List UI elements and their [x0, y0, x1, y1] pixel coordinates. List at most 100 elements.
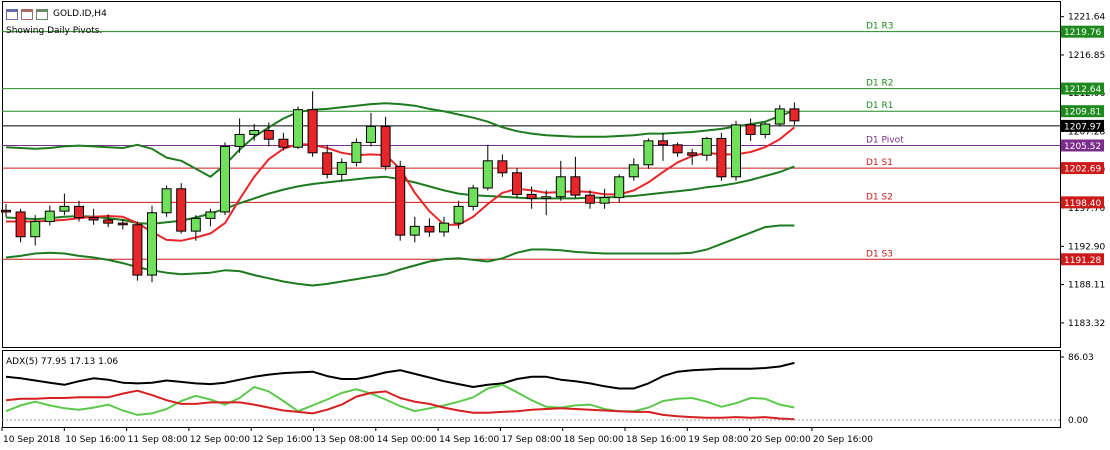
current-price-tag-label: 1207.97: [1064, 122, 1101, 132]
adx-line: [5, 361, 795, 390]
candle-body: [716, 137, 727, 178]
candle-body: [555, 176, 566, 198]
pivot-price-tag-label: 1219.76: [1064, 28, 1101, 38]
candle-body: [176, 188, 187, 232]
pivot-price-tag-label: 1209.81: [1064, 108, 1101, 118]
candle-body: [88, 217, 99, 221]
candle-body: [497, 160, 508, 174]
indicator-y-tick-label: 0.00: [1068, 416, 1088, 426]
candle-body: [293, 109, 303, 148]
y-tick-label: 1221.64: [1068, 13, 1105, 23]
candle-body: [351, 141, 362, 163]
candle-body: [760, 123, 771, 135]
pivot-price-tag: [1061, 105, 1104, 118]
pivot-price-tag: [1061, 253, 1104, 266]
candle-body: [74, 205, 84, 219]
candle-body: [658, 140, 668, 146]
candle-body: [643, 140, 654, 166]
pivot-price-tag-label: 1191.28: [1064, 256, 1101, 266]
pivot-label: D1 S3: [866, 249, 893, 259]
pivot-price-tag: [1061, 162, 1104, 175]
indicator-frame: [2, 350, 1061, 428]
candle-body: [468, 187, 479, 207]
candle-body: [103, 219, 114, 224]
chart-window-icon: [6, 8, 18, 20]
pivot-label: D1 R1: [866, 101, 894, 111]
candle-body: [482, 160, 493, 189]
candle-body: [774, 108, 785, 125]
x-tick-label: 18 Sep 16:00: [626, 435, 686, 445]
candle-body: [599, 197, 610, 204]
candle-body: [731, 124, 741, 178]
pivot-price-tag: [1061, 25, 1104, 38]
pivot-price-tag-label: 1205.52: [1064, 142, 1101, 152]
candle-body: [628, 164, 639, 178]
candle-body: [453, 205, 464, 224]
candle-body: [585, 194, 595, 204]
pivot-price-tag: [1061, 196, 1104, 209]
plus-di-line: [5, 383, 795, 416]
candle-body: [278, 138, 289, 148]
pivot-price-tag-label: 1202.69: [1064, 165, 1101, 175]
candle-body: [263, 129, 274, 140]
chart-window-icon: [21, 8, 33, 20]
pivot-label: D1 R3: [866, 22, 894, 32]
x-tick-label: 14 Sep 00:00: [377, 435, 437, 445]
x-tick-label: 20 Sep 00:00: [751, 435, 811, 445]
candle-body: [307, 109, 318, 154]
pivot-label: D1 S1: [866, 158, 893, 168]
indicator-title: ADX(5) 77.95 17.13 1.06: [6, 357, 118, 367]
candle-body: [687, 152, 698, 156]
candle-body: [745, 124, 756, 135]
minus-di-line: [5, 389, 795, 421]
pivot-label: D1 R2: [866, 79, 894, 89]
candle-body: [59, 205, 70, 212]
candle-body: [147, 212, 157, 276]
candle-body: [190, 217, 201, 232]
candle-body: [220, 145, 230, 213]
y-tick-label: 1183.32: [1068, 319, 1105, 329]
x-tick-label: 10 Sep 2018: [3, 435, 60, 445]
candle-body: [570, 176, 581, 196]
pivot-price-tag-label: 1212.64: [1064, 85, 1101, 95]
candle-body: [161, 188, 172, 214]
candle-body: [249, 129, 260, 135]
candle-body: [15, 211, 26, 238]
candle-body: [512, 172, 522, 195]
candle-body: [1, 209, 11, 213]
pivot-label: D1 Pivot: [866, 135, 904, 145]
candle-body: [395, 165, 406, 236]
pivot-info-text: Showing Daily Pivots.: [6, 26, 103, 36]
x-tick-label: 14 Sep 16:00: [439, 435, 499, 445]
pivot-price-tag: [1061, 139, 1104, 152]
main-chart-frame: [2, 1, 1061, 348]
candle-body: [789, 108, 800, 122]
pivot-label: D1 S2: [866, 192, 893, 202]
candle-body: [234, 133, 245, 147]
candle-body: [30, 221, 41, 238]
candle-body: [701, 137, 712, 156]
indicator-y-tick-label: 86.03: [1068, 353, 1094, 363]
x-tick-label: 18 Sep 00:00: [564, 435, 624, 445]
x-tick-label: 17 Sep 08:00: [501, 435, 561, 445]
candle-body: [541, 196, 552, 199]
x-tick-label: 12 Sep 16:00: [252, 435, 312, 445]
candle-body: [439, 222, 449, 233]
candle-body: [672, 144, 683, 154]
candle-body: [526, 193, 537, 199]
pivot-price-tag-label: 1198.40: [1064, 199, 1101, 209]
x-tick-label: 20 Sep 16:00: [813, 435, 873, 445]
x-tick-label: 12 Sep 00:00: [190, 435, 250, 445]
candle-body: [424, 225, 435, 233]
y-tick-label: 1216.85: [1068, 51, 1105, 61]
x-tick-label: 11 Sep 08:00: [128, 435, 188, 445]
candle-body: [366, 125, 376, 143]
candle-body: [380, 125, 391, 167]
candle-body: [322, 152, 333, 175]
chart-title: GOLD.ID,H4: [6, 7, 107, 21]
candle-body: [117, 222, 128, 226]
candle-body: [336, 161, 347, 175]
y-tick-label: 1188.11: [1068, 281, 1105, 291]
x-tick-label: 10 Sep 16:00: [65, 435, 125, 445]
